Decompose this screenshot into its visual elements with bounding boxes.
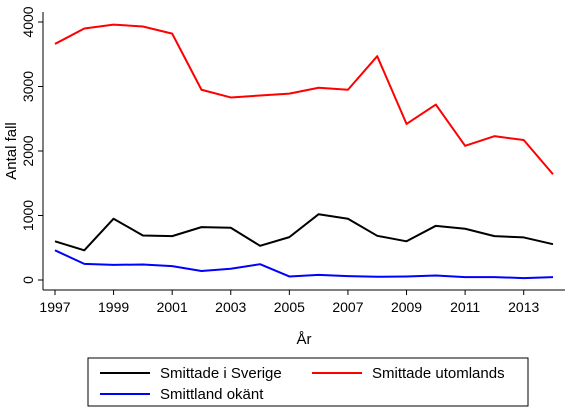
x-tick-label: 2013 — [508, 299, 539, 315]
legend-box — [87, 357, 529, 407]
y-axis-label: Antal fall — [3, 122, 20, 180]
y-axis-ticks: 0 1000 2000 3000 4000 — [20, 6, 43, 284]
x-tick-label: 1997 — [39, 299, 70, 315]
series-line-smittade-i-sverige — [54, 213, 554, 252]
y-tick-label: 0 — [20, 276, 36, 284]
y-tick-label: 2000 — [20, 135, 36, 166]
x-tick-label: 2007 — [332, 299, 363, 315]
legend-label: Smittade i Sverige — [160, 365, 282, 382]
legend: Smittade i Sverige Smittade utomlands Smit… — [87, 357, 529, 407]
x-tick-label: 2001 — [157, 299, 188, 315]
y-tick-label: 1000 — [20, 200, 36, 231]
series-line-smittade-utomlands — [54, 23, 554, 175]
legend-label: Smittland okänt — [160, 386, 264, 403]
x-tick-label: 2011 — [450, 299, 480, 315]
plot-area: 0 1000 2000 3000 4000 1997 1999 2001 2003 2005 20… — [20, 6, 565, 315]
y-tick-label: 4000 — [20, 6, 36, 37]
legend-label: Smittade utomlands — [372, 365, 505, 382]
x-axis-label: År — [297, 331, 312, 348]
series-line-smittland-ok-nt — [54, 249, 554, 280]
x-tick-label: 2005 — [274, 299, 305, 315]
series-lines — [54, 23, 554, 280]
y-tick-label: 3000 — [20, 71, 36, 102]
x-tick-label: 2009 — [391, 299, 422, 315]
x-tick-label: 2003 — [215, 299, 246, 315]
x-tick-label: 1999 — [98, 299, 129, 315]
x-axis-ticks: 1997 1999 2001 2003 2005 2007 2009 2011 2013 — [39, 290, 539, 315]
